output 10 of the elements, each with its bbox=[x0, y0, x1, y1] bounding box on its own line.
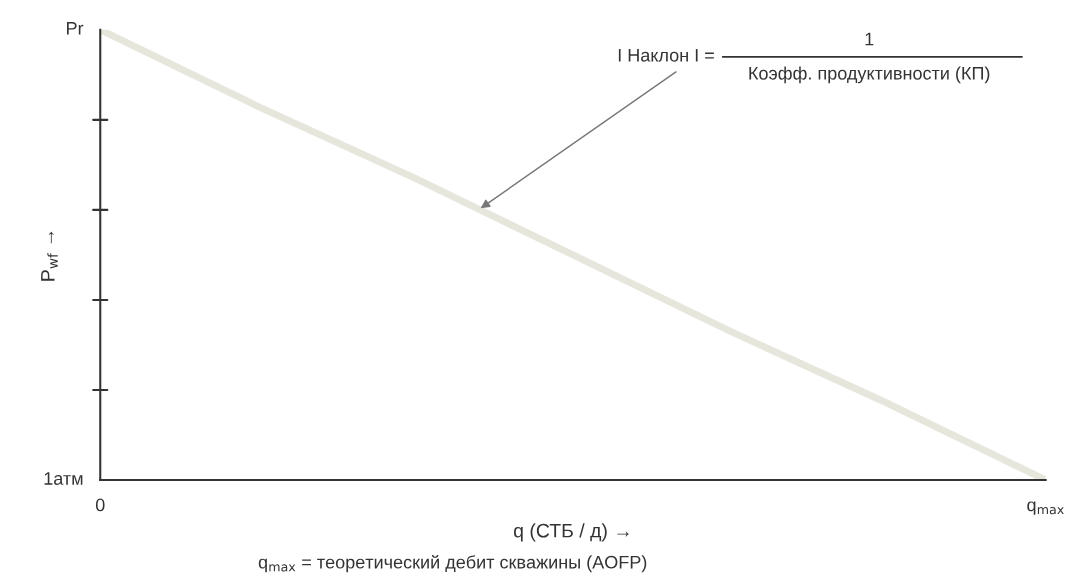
x-axis-title: q (СТБ / д) → bbox=[513, 523, 629, 542]
y-axis-title: P$_{wf}$ → bbox=[41, 231, 58, 281]
annotation: I Наклон I = bbox=[618, 49, 714, 62]
text: 1атм bbox=[44, 472, 83, 485]
x-tick-label: q$_{max}$ bbox=[1027, 501, 1064, 515]
annotation: Коэфф. продуктивности (КП) bbox=[749, 66, 990, 84]
text: q$_{max}$ = теоретический дебит скважины (AOFP) bbox=[258, 554, 647, 573]
x-tick-label: 0 bbox=[95, 498, 105, 512]
annotation: 1 bbox=[865, 32, 874, 46]
annotation: Pr bbox=[67, 22, 84, 35]
